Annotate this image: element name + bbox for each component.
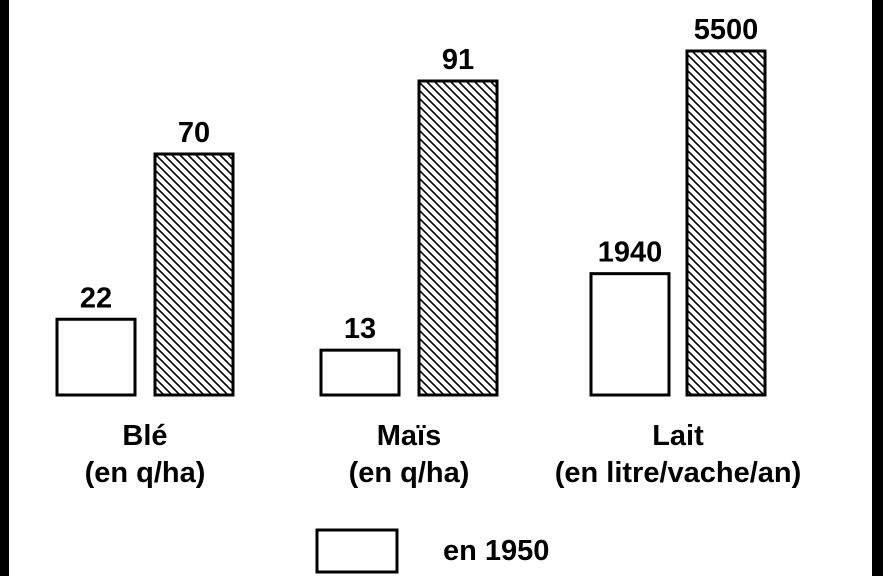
legend: en 1950: [315, 528, 549, 574]
category-unit-0: (en q/ha): [85, 457, 206, 489]
value-label-0-0: 22: [80, 282, 112, 314]
bars-layer: [55, 49, 767, 397]
legend-swatch-1950: [315, 528, 399, 574]
legend-label: en 1950: [443, 535, 549, 567]
value-label-1-0: 13: [344, 313, 376, 345]
value-label-0-1: 70: [178, 117, 210, 149]
value-label-1-1: 91: [442, 44, 474, 76]
labels-layer: 22 70 Blé (en q/ha) 13 91 Maïs (en q/ha) 1940 550…: [80, 14, 801, 489]
category-unit-1: (en q/ha): [349, 457, 470, 489]
bar-2-0: [589, 272, 671, 397]
value-label-2-1: 5500: [694, 14, 759, 46]
category-label-1: Maïs: [377, 420, 441, 452]
bar-1-1: [417, 79, 499, 397]
value-label-2-0: 1940: [598, 237, 663, 269]
chart-canvas: 22 70 Blé (en q/ha) 13 91 Maïs (en q/ha) 1940 550…: [9, 0, 872, 576]
bar-1-0: [319, 348, 401, 397]
category-unit-2: (en litre/vache/an): [555, 457, 802, 489]
bar-0-0: [55, 317, 137, 397]
category-label-0: Blé: [122, 420, 167, 452]
category-label-2: Lait: [652, 420, 704, 452]
bar-2-1: [685, 49, 767, 397]
bar-chart: 22 70 Blé (en q/ha) 13 91 Maïs (en q/ha) 1940 550…: [55, 14, 801, 574]
bar-0-1: [153, 152, 235, 397]
